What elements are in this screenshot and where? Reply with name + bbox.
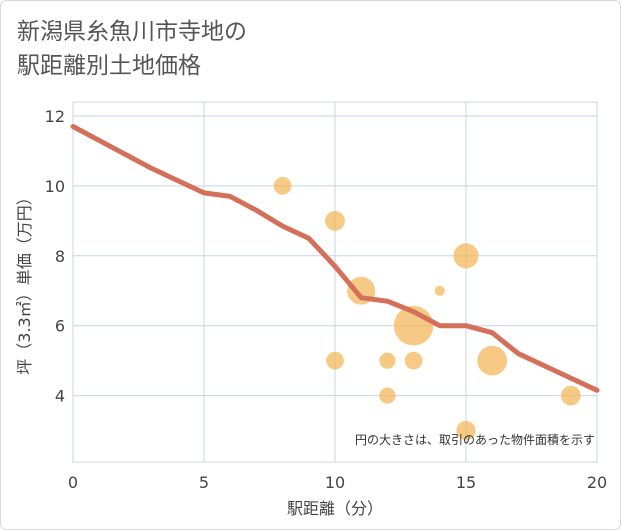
y-tick-label: 6 bbox=[55, 317, 65, 336]
trend-line bbox=[70, 124, 600, 393]
y-tick-label: 10 bbox=[45, 177, 65, 196]
data-point bbox=[434, 285, 445, 296]
bubble-size-note: 円の大きさは、取引のあった物件面積を示す bbox=[355, 432, 595, 447]
title-line-1: 新潟県糸魚川市寺地の bbox=[17, 19, 247, 45]
data-point bbox=[477, 345, 508, 376]
x-tick-label: 0 bbox=[68, 473, 78, 492]
x-tick-label: 20 bbox=[587, 473, 607, 492]
y-axis-label: 坪（3.3㎡）単価（万円） bbox=[15, 189, 34, 374]
data-point bbox=[560, 385, 581, 406]
data-point bbox=[456, 420, 476, 441]
data-point bbox=[379, 387, 396, 404]
x-tick-label: 5 bbox=[199, 473, 209, 492]
title-line-2: 駅距離別土地価格 bbox=[17, 53, 201, 79]
data-point bbox=[379, 352, 396, 369]
data-point bbox=[326, 351, 344, 370]
y-tick-label: 8 bbox=[55, 247, 65, 266]
data-point bbox=[325, 210, 345, 231]
y-tick-label: 4 bbox=[55, 387, 65, 406]
chart-title: 新潟県糸魚川市寺地の 駅距離別土地価格 bbox=[17, 15, 247, 83]
data-point bbox=[273, 176, 292, 195]
x-tick-label: 10 bbox=[325, 473, 345, 492]
data-point bbox=[404, 351, 423, 370]
x-tick-label: 15 bbox=[456, 473, 476, 492]
x-axis-label: 駅距離（分） bbox=[287, 499, 383, 518]
data-point bbox=[453, 243, 479, 269]
y-tick-label: 12 bbox=[45, 107, 65, 126]
